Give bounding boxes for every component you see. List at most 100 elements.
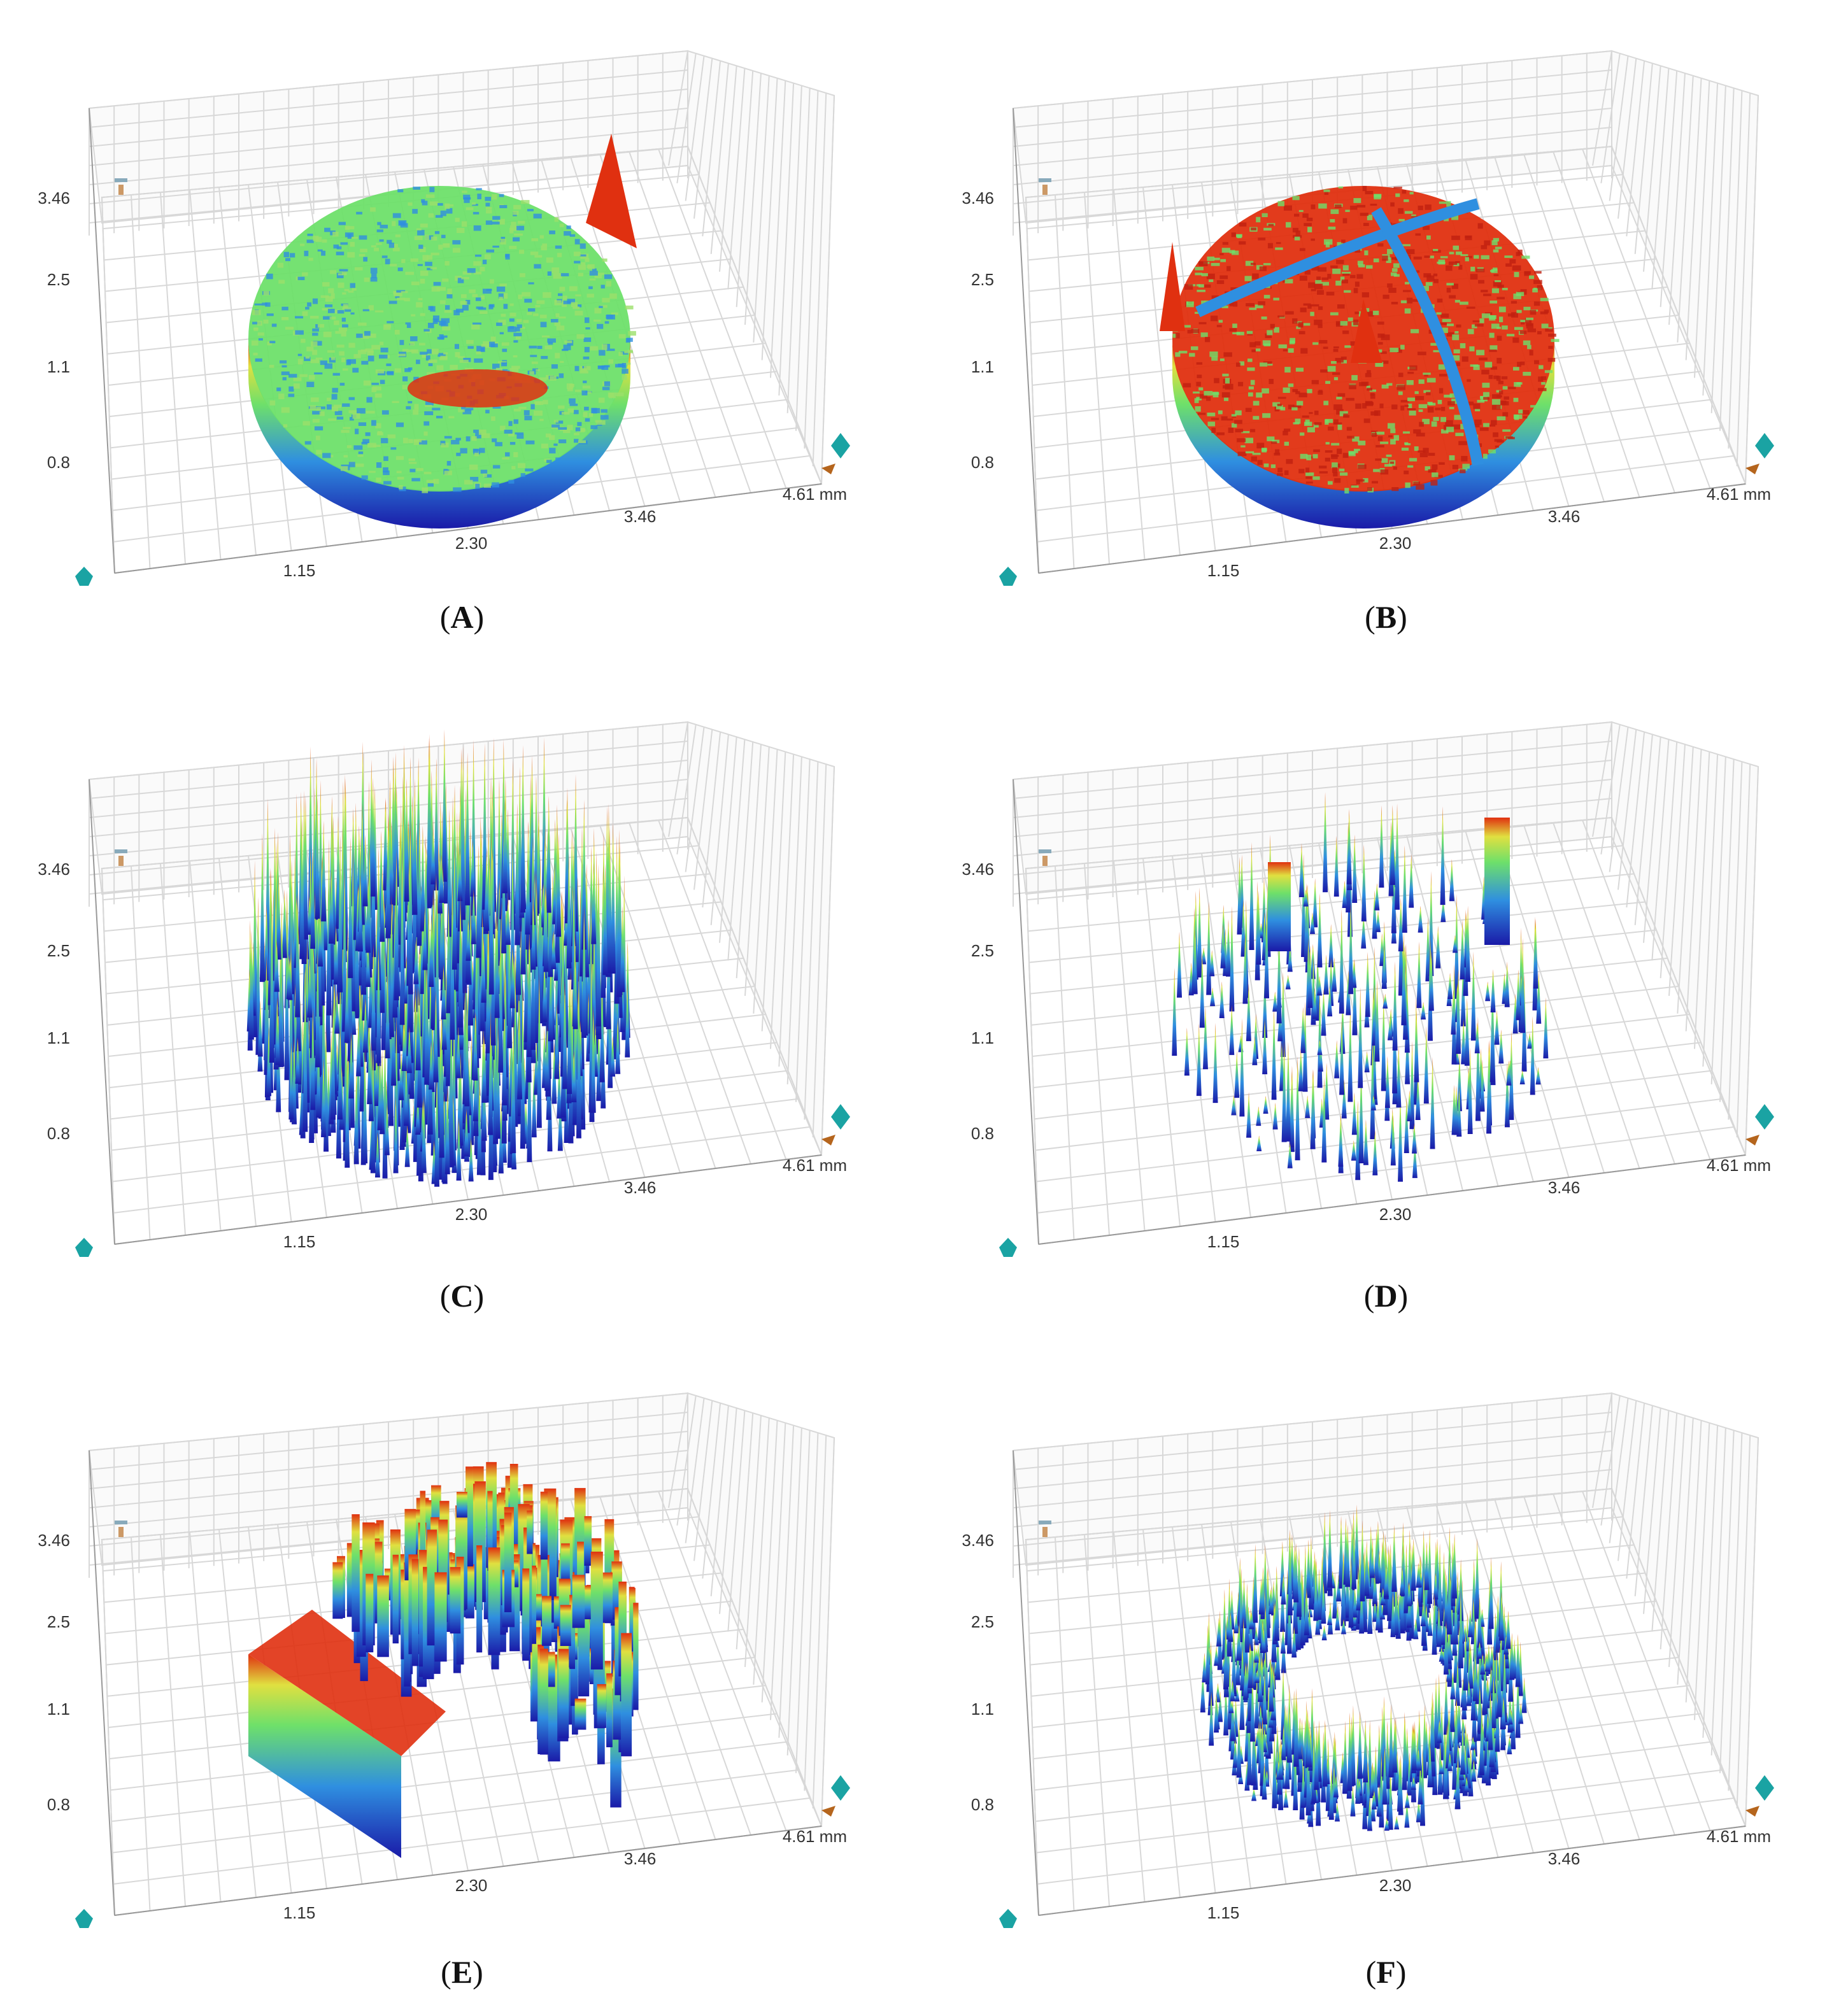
caption-paren-close: ) xyxy=(473,1954,483,1990)
x-axis-line xyxy=(1038,1826,1746,1916)
surface-b xyxy=(1160,185,1560,528)
panel-caption: (B) xyxy=(924,599,1848,635)
legend-icon xyxy=(1039,178,1051,195)
z-tick-label: 1.1 xyxy=(971,1028,994,1047)
surface-plot-d: 3.46 2.5 1.1 0.8 1.15 2.30 3.46 4.61 mm xyxy=(962,721,1774,1257)
box-gridlines xyxy=(1012,1392,1759,1917)
rotate-arrows-icon[interactable] xyxy=(999,1238,1017,1257)
caption-paren-open: ( xyxy=(441,1954,451,1990)
x-tick-label: 2.30 xyxy=(455,1205,488,1224)
z-tick-label: 1.1 xyxy=(47,1699,70,1719)
caption-paren-open: ( xyxy=(1365,1954,1377,1990)
z-axis-line xyxy=(1013,108,1039,574)
navigation-cube-icon[interactable] xyxy=(821,1104,850,1145)
z-axis-line xyxy=(1013,779,1039,1245)
navigation-cube-icon[interactable] xyxy=(821,433,850,474)
rotate-arrows-icon[interactable] xyxy=(999,567,1017,586)
z-tick-label: 1.1 xyxy=(971,357,994,376)
surface-a xyxy=(248,134,637,528)
z-tick-label: 0.8 xyxy=(971,453,994,472)
rotate-arrows-icon[interactable] xyxy=(75,1909,93,1928)
panel-d: 3.46 2.5 1.1 0.8 1.15 2.30 3.46 4.61 mm (D) xyxy=(924,671,1848,1342)
caption-paren-close: ) xyxy=(1397,1278,1409,1314)
caption-paren-open: ( xyxy=(1363,1278,1375,1314)
surface-plot-f: 3.46 2.5 1.1 0.8 1.15 2.30 3.46 4.61 mm xyxy=(962,1392,1774,1928)
legend-icon xyxy=(1039,849,1051,866)
navigation-cube-icon[interactable] xyxy=(821,1775,850,1817)
caption-paren-open: ( xyxy=(1365,599,1375,635)
z-tick-label: 1.1 xyxy=(47,357,70,376)
z-tick-label: 2.5 xyxy=(971,270,994,289)
x-tick-label: 3.46 xyxy=(624,507,657,526)
z-tick-label: 3.46 xyxy=(962,188,994,208)
x-tick-label: 1.15 xyxy=(283,561,316,580)
z-tick-label: 2.5 xyxy=(971,1612,994,1631)
y-axis-end-label: 4.61 mm xyxy=(1707,485,1771,504)
caption-letter: A xyxy=(450,599,474,635)
caption-letter: B xyxy=(1375,599,1397,635)
caption-letter: E xyxy=(451,1954,473,1990)
x-axis-line xyxy=(114,1154,822,1245)
legend-icon xyxy=(115,1521,127,1537)
x-axis-line xyxy=(114,483,822,574)
x-tick-label: 1.15 xyxy=(1207,561,1240,580)
surface-plot-e: 3.46 2.5 1.1 0.8 1.15 2.30 3.46 4.61 mm xyxy=(38,1392,850,1928)
surface-e xyxy=(248,1462,639,1858)
surface-c xyxy=(246,729,630,1187)
surface-f xyxy=(1200,1505,1527,1831)
panel-c: 3.46 2.5 1.1 0.8 1.15 2.30 3.46 4.61 mm (C) xyxy=(0,671,924,1342)
z-tick-label: 3.46 xyxy=(38,1531,70,1550)
x-tick-label: 2.30 xyxy=(455,1876,488,1895)
panel-e: 3.46 2.5 1.1 0.8 1.15 2.30 3.46 4.61 mm (E) xyxy=(0,1342,924,2013)
navigation-cube-icon[interactable] xyxy=(1745,433,1774,474)
z-axis-line xyxy=(89,1450,115,1916)
x-tick-label: 2.30 xyxy=(455,534,488,553)
caption-letter: D xyxy=(1374,1278,1398,1314)
z-tick-label: 3.46 xyxy=(962,860,994,879)
panel-caption: (A) xyxy=(0,599,924,635)
z-tick-label: 2.5 xyxy=(47,941,70,960)
caption-paren-open: ( xyxy=(439,599,451,635)
y-axis-end-label: 4.61 mm xyxy=(783,1156,847,1175)
surface-plot-b: 3.46 2.5 1.1 0.8 1.15 2.30 3.46 4.61 mm xyxy=(962,50,1774,586)
x-tick-label: 3.46 xyxy=(1548,1178,1581,1197)
legend-icon xyxy=(1039,1521,1051,1537)
y-axis-end-label: 4.61 mm xyxy=(1707,1156,1771,1175)
z-tick-label: 3.46 xyxy=(962,1531,994,1550)
z-tick-label: 2.5 xyxy=(971,941,994,960)
z-tick-label: 3.46 xyxy=(38,188,70,208)
y-axis-end-label: 4.61 mm xyxy=(1707,1827,1771,1846)
z-axis-line xyxy=(1013,1450,1039,1916)
caption-letter: C xyxy=(450,1278,474,1314)
rotate-arrows-icon[interactable] xyxy=(75,1238,93,1257)
caption-paren-close: ) xyxy=(1395,1954,1407,1990)
x-tick-label: 2.30 xyxy=(1379,534,1412,553)
x-tick-label: 1.15 xyxy=(1207,1232,1240,1251)
z-tick-label: 3.46 xyxy=(38,860,70,879)
navigation-cube-icon[interactable] xyxy=(1745,1104,1774,1145)
x-tick-label: 3.46 xyxy=(624,1178,657,1197)
x-tick-label: 1.15 xyxy=(1207,1903,1240,1922)
panel-caption: (C) xyxy=(0,1277,924,1314)
panel-f: 3.46 2.5 1.1 0.8 1.15 2.30 3.46 4.61 mm (F) xyxy=(924,1342,1848,2013)
z-tick-label: 1.1 xyxy=(971,1699,994,1719)
panel-b: 3.46 2.5 1.1 0.8 1.15 2.30 3.46 4.61 mm (B) xyxy=(924,0,1848,671)
z-tick-label: 2.5 xyxy=(47,270,70,289)
z-tick-label: 0.8 xyxy=(47,1795,70,1814)
x-axis-line xyxy=(114,1826,822,1916)
caption-paren-open: ( xyxy=(439,1278,451,1314)
x-tick-label: 1.15 xyxy=(283,1903,316,1922)
x-tick-label: 2.30 xyxy=(1379,1876,1412,1895)
surface-plot-c: 3.46 2.5 1.1 0.8 1.15 2.30 3.46 4.61 mm xyxy=(38,721,850,1257)
navigation-cube-icon[interactable] xyxy=(1745,1775,1774,1817)
y-axis-end-label: 4.61 mm xyxy=(783,1827,847,1846)
caption-paren-close: ) xyxy=(1397,599,1407,635)
rotate-arrows-icon[interactable] xyxy=(75,567,93,586)
rotate-arrows-icon[interactable] xyxy=(999,1909,1017,1928)
z-tick-label: 2.5 xyxy=(47,1612,70,1631)
caption-paren-close: ) xyxy=(473,1278,485,1314)
legend-icon xyxy=(115,178,127,195)
panel-caption: (D) xyxy=(924,1277,1848,1314)
x-axis-line xyxy=(1038,1154,1746,1245)
x-tick-label: 2.30 xyxy=(1379,1205,1412,1224)
